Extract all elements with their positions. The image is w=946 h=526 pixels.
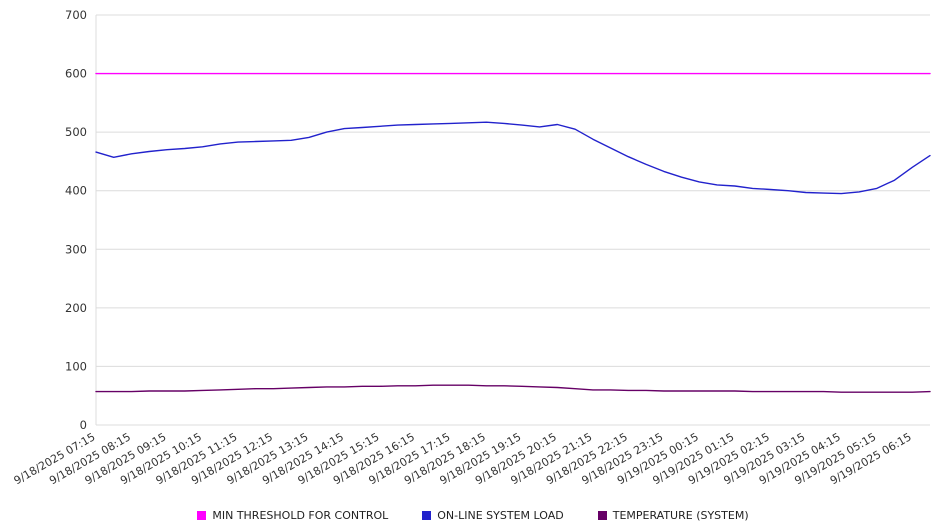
y-tick-label: 600 (65, 67, 87, 81)
legend-item: MIN THRESHOLD FOR CONTROL (197, 509, 388, 522)
y-tick-label: 300 (65, 242, 87, 256)
chart-legend: MIN THRESHOLD FOR CONTROL ON-LINE SYSTEM … (0, 509, 946, 522)
legend-swatch-icon (597, 511, 607, 520)
legend-label: TEMPERATURE (SYSTEM) (612, 509, 749, 522)
legend-label: MIN THRESHOLD FOR CONTROL (212, 509, 389, 522)
y-tick-label: 500 (65, 125, 87, 139)
series-line (95, 121, 931, 195)
series-line (95, 384, 931, 393)
y-tick-label: 0 (80, 418, 87, 432)
legend-item: ON-LINE SYSTEM LOAD (422, 509, 564, 522)
y-tick-label: 100 (65, 359, 87, 373)
legend-swatch-icon (422, 511, 432, 520)
y-tick-label: 400 (65, 184, 87, 198)
y-tick-label: 700 (65, 8, 87, 22)
y-tick-label: 200 (65, 301, 87, 315)
legend-label: ON-LINE SYSTEM LOAD (437, 509, 564, 522)
legend-swatch-icon (197, 511, 207, 520)
legend-item: TEMPERATURE (SYSTEM) (597, 509, 749, 522)
